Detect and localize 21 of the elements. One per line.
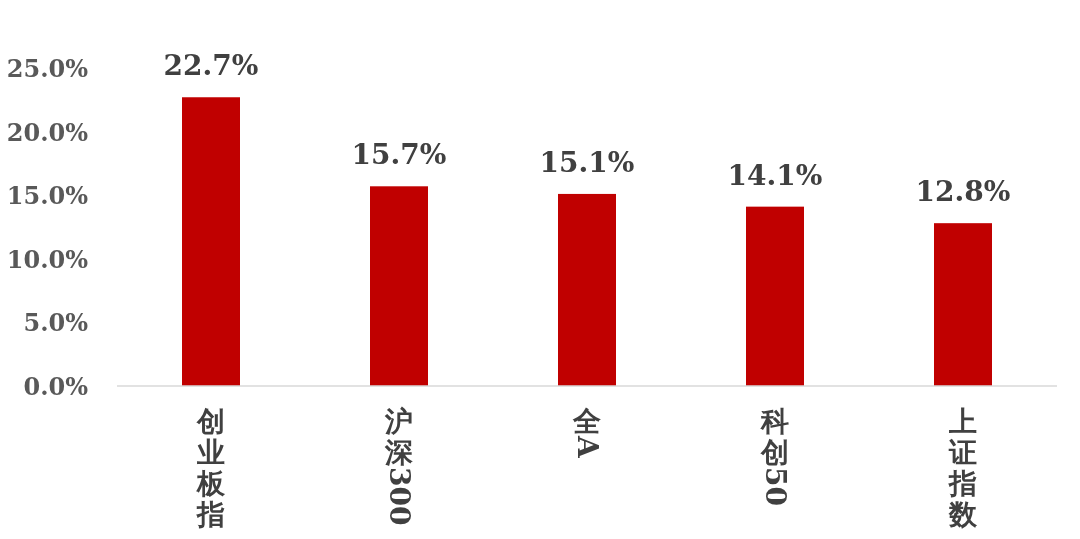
- data-label: 14.1%: [727, 158, 823, 192]
- y-tick-label: 10.0%: [6, 244, 89, 274]
- data-label: 12.8%: [915, 175, 1011, 209]
- data-label: 15.7%: [351, 138, 447, 172]
- data-label: 22.7%: [163, 49, 259, 83]
- y-tick-label: 0.0%: [23, 372, 89, 401]
- y-tick-label: 15.0%: [6, 181, 89, 211]
- bar: [370, 186, 428, 386]
- x-tick-label: 科创50: [759, 405, 792, 506]
- bar: [182, 97, 240, 386]
- x-tick-label: 全A: [571, 405, 604, 459]
- data-label: 15.1%: [539, 145, 635, 179]
- y-tick-label: 25.0%: [6, 54, 89, 83]
- bar: [558, 193, 616, 386]
- y-tick-label: 5.0%: [23, 308, 89, 338]
- x-tick-label: 沪深300: [383, 405, 416, 526]
- y-tick-label: 20.0%: [6, 117, 89, 147]
- bar: [746, 206, 804, 386]
- x-tick-label: 上证指数: [948, 405, 978, 531]
- bar: [934, 223, 992, 386]
- x-tick-label: 创业板指: [196, 405, 226, 531]
